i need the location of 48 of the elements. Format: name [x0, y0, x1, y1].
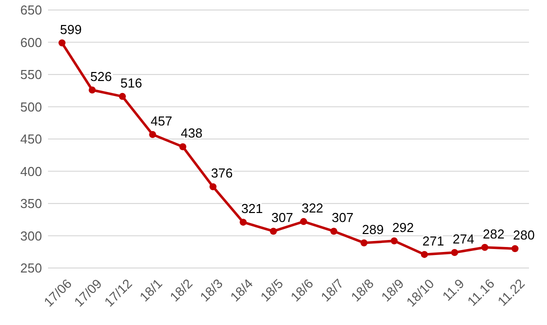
point: [330, 228, 338, 235]
data-label: 322: [302, 200, 324, 216]
point: [270, 228, 277, 235]
point: [240, 218, 247, 226]
point: [300, 218, 308, 226]
data-label: 280: [513, 228, 535, 243]
data-label: 321: [241, 201, 263, 216]
point: [420, 250, 428, 258]
x-tick-label: 18/2: [166, 276, 196, 304]
x-tick-label: 11.9: [439, 276, 468, 304]
data-label: 282: [482, 226, 505, 242]
x-tick-label: 18/8: [348, 276, 377, 304]
y-tick-label: 400: [20, 164, 42, 179]
x-tick-label: 18/6: [288, 276, 316, 304]
point: [179, 143, 186, 150]
point: [210, 183, 216, 190]
y-tick-label: 550: [20, 67, 42, 82]
point: [512, 245, 518, 252]
point: [88, 86, 96, 94]
y-tick-label: 300: [20, 228, 42, 244]
x-tick-label: 18/3: [197, 276, 226, 304]
data-label: 292: [392, 220, 414, 235]
point: [360, 239, 368, 246]
data-label: 307: [332, 210, 354, 226]
point: [118, 92, 126, 100]
x-tick-label: 18/9: [378, 276, 407, 304]
data-label: 526: [90, 68, 112, 84]
y-tick-label: 500: [20, 99, 42, 114]
point: [149, 130, 156, 138]
point: [58, 39, 66, 46]
point: [451, 249, 458, 256]
data-label: 457: [150, 113, 172, 128]
y-tick-label: 250: [20, 260, 42, 276]
y-tick-label: 650: [20, 2, 42, 18]
y-tick-label: 450: [20, 132, 42, 147]
data-label: 599: [60, 22, 82, 37]
y-tick-label: 350: [20, 196, 42, 212]
data-label: 516: [120, 75, 142, 90]
data-label: 438: [180, 126, 203, 141]
data-label: 307: [271, 210, 294, 226]
point: [481, 244, 488, 251]
data-label: 289: [362, 222, 384, 237]
x-tick-label: 18/1: [136, 276, 166, 304]
point: [390, 237, 398, 244]
data-label: 376: [211, 166, 233, 181]
y-tick-label: 600: [20, 34, 42, 50]
data-label: 271: [422, 233, 444, 248]
data-label: 274: [452, 232, 474, 247]
